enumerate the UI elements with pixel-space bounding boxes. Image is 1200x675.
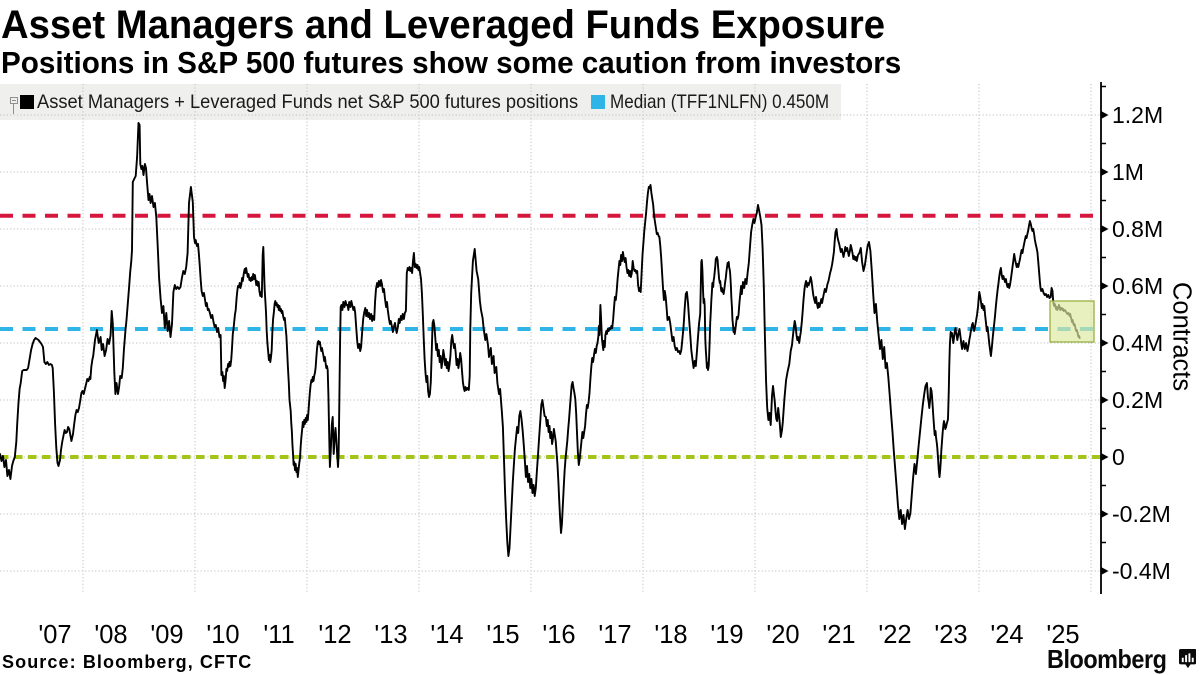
svg-text:0.2M: 0.2M <box>1112 387 1163 413</box>
svg-text:'13: '13 <box>374 621 407 649</box>
svg-text:'16: '16 <box>542 621 575 649</box>
svg-text:'18: '18 <box>654 621 687 649</box>
svg-text:'19: '19 <box>710 621 743 649</box>
svg-text:'21: '21 <box>822 621 855 649</box>
svg-text:'22: '22 <box>878 621 911 649</box>
svg-text:'23: '23 <box>934 621 967 649</box>
svg-text:'07: '07 <box>38 621 71 649</box>
svg-text:-0.2M: -0.2M <box>1112 501 1171 527</box>
svg-text:'17: '17 <box>598 621 631 649</box>
svg-text:-0.4M: -0.4M <box>1112 558 1171 584</box>
svg-text:'08: '08 <box>94 621 127 649</box>
svg-text:'10: '10 <box>206 621 239 649</box>
svg-text:0.4M: 0.4M <box>1112 330 1163 356</box>
svg-text:'14: '14 <box>430 621 463 649</box>
svg-text:'20: '20 <box>766 621 799 649</box>
svg-text:'11: '11 <box>263 621 294 649</box>
svg-text:1M: 1M <box>1112 159 1144 185</box>
svg-text:0: 0 <box>1112 444 1125 470</box>
svg-text:'25: '25 <box>1046 621 1079 649</box>
svg-text:'15: '15 <box>486 621 519 649</box>
svg-text:'12: '12 <box>318 621 351 649</box>
svg-text:0.8M: 0.8M <box>1112 216 1163 242</box>
svg-text:0.6M: 0.6M <box>1112 273 1163 299</box>
svg-text:'24: '24 <box>990 621 1023 649</box>
svg-text:Contracts: Contracts <box>1168 282 1196 391</box>
svg-text:1.2M: 1.2M <box>1112 102 1163 128</box>
svg-text:'09: '09 <box>150 621 183 649</box>
